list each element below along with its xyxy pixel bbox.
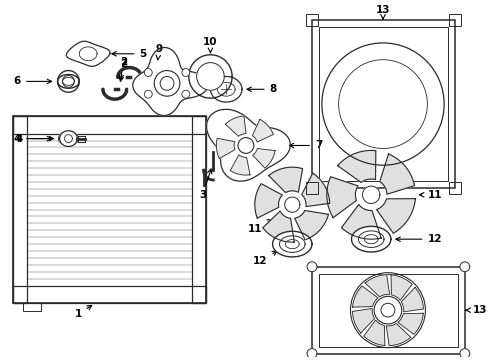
Text: 9: 9 [156, 44, 163, 60]
Polygon shape [217, 138, 235, 158]
Polygon shape [269, 167, 303, 193]
Text: 6: 6 [14, 76, 51, 86]
Bar [319, 274, 458, 347]
Bar [312, 267, 465, 354]
Bar [192, 116, 205, 303]
Circle shape [145, 90, 152, 98]
Bar [13, 116, 205, 134]
Polygon shape [352, 309, 374, 333]
Polygon shape [327, 177, 358, 218]
Polygon shape [64, 135, 74, 143]
Circle shape [154, 71, 180, 96]
Polygon shape [59, 132, 78, 145]
Text: 12: 12 [396, 234, 442, 244]
Bar [13, 116, 27, 303]
Polygon shape [78, 136, 85, 141]
Text: 4: 4 [16, 134, 53, 144]
Polygon shape [386, 324, 411, 346]
Polygon shape [211, 76, 242, 102]
Text: 13: 13 [376, 5, 390, 19]
Circle shape [145, 68, 152, 76]
Polygon shape [302, 173, 330, 207]
Circle shape [238, 138, 254, 153]
Polygon shape [263, 211, 294, 242]
Polygon shape [253, 149, 275, 168]
Polygon shape [364, 320, 385, 346]
Polygon shape [196, 63, 224, 90]
Bar [449, 14, 461, 26]
Text: 7: 7 [290, 140, 322, 150]
Polygon shape [365, 275, 390, 297]
Text: 4: 4 [14, 134, 51, 144]
Polygon shape [225, 116, 246, 136]
Bar [13, 285, 205, 303]
Polygon shape [380, 154, 415, 194]
Bar [312, 20, 455, 188]
Text: 1: 1 [74, 305, 92, 319]
Polygon shape [285, 197, 300, 212]
Text: 12: 12 [253, 251, 277, 266]
Polygon shape [401, 287, 423, 312]
Polygon shape [133, 48, 208, 116]
Polygon shape [353, 286, 378, 307]
Circle shape [307, 262, 317, 272]
Bar [306, 182, 318, 194]
Text: 3: 3 [199, 169, 212, 200]
Text: 2: 2 [119, 57, 127, 80]
Polygon shape [65, 135, 73, 143]
Circle shape [381, 303, 395, 317]
Polygon shape [342, 204, 381, 239]
Polygon shape [351, 226, 391, 252]
Circle shape [460, 348, 470, 359]
Polygon shape [294, 211, 328, 240]
Text: 2: 2 [119, 59, 127, 81]
Circle shape [182, 90, 190, 98]
Polygon shape [338, 150, 376, 183]
Circle shape [307, 348, 317, 359]
Polygon shape [66, 41, 110, 66]
Text: 13: 13 [466, 305, 487, 315]
Polygon shape [255, 184, 282, 218]
Text: 11: 11 [248, 220, 272, 234]
Circle shape [160, 76, 174, 90]
Polygon shape [230, 155, 250, 175]
Circle shape [182, 68, 190, 76]
Polygon shape [272, 231, 312, 257]
Bar [306, 14, 318, 26]
Polygon shape [60, 131, 77, 147]
Bar [449, 182, 461, 194]
Bar [23, 303, 41, 311]
Text: 10: 10 [203, 37, 218, 53]
Text: 5: 5 [112, 49, 147, 59]
Polygon shape [206, 109, 291, 181]
Polygon shape [398, 313, 423, 334]
Text: 8: 8 [247, 84, 277, 94]
Bar [13, 116, 205, 303]
Bar [319, 27, 448, 181]
Polygon shape [189, 55, 232, 98]
Text: 11: 11 [419, 190, 442, 200]
Polygon shape [377, 199, 416, 233]
Polygon shape [391, 275, 412, 300]
Circle shape [460, 262, 470, 272]
Polygon shape [363, 186, 380, 203]
Polygon shape [252, 120, 273, 142]
Circle shape [374, 296, 402, 324]
